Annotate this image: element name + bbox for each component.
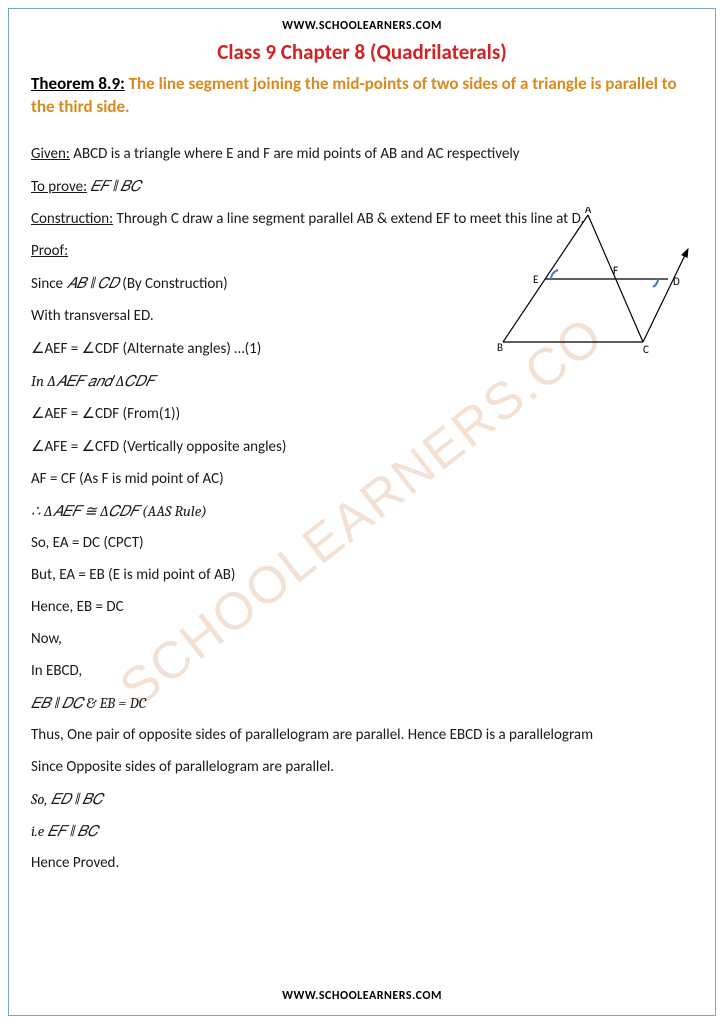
proof-step-2: With transversal ED. <box>31 307 693 325</box>
proof-label-line: Proof: <box>31 242 693 260</box>
proof-text: (By Construction) <box>119 275 228 293</box>
proof-step-1: Since 𝐴𝐵 ∥ 𝐶𝐷 (By Construction) <box>31 274 693 293</box>
header-url: WWW.SCHOOLEARNERS.COM <box>31 19 693 33</box>
toprove-text: 𝐸𝐹 ∥ 𝐵𝐶 <box>87 177 141 195</box>
proof-step-9: So, EA = DC (CPCT) <box>31 534 693 552</box>
proof-step-11: Hence, EB = DC <box>31 598 693 616</box>
proof-text: Since <box>31 275 66 293</box>
proof-step-17: So, 𝐸𝐷 ∥ 𝐵𝐶 <box>31 790 693 808</box>
construction-line: Construction: Through C draw a line segm… <box>31 210 693 228</box>
content-area: Theorem 8.9: The line segment joining th… <box>31 73 693 872</box>
proof-step-4: In ∆𝐴𝐸𝐹 𝑎𝑛𝑑 ∆𝐶𝐷𝐹 <box>31 372 693 390</box>
proof-step-18: i.e 𝐸𝐹 ∥ 𝐵𝐶 <box>31 822 693 840</box>
theorem-statement: Theorem 8.9: The line segment joining th… <box>31 73 693 119</box>
footer-url: WWW.SCHOOLEARNERS.COM <box>9 989 715 1003</box>
theorem-text: The line segment joining the mid-points … <box>31 73 677 117</box>
proof-step-10: But, EA = EB (E is mid point of AB) <box>31 566 693 584</box>
given-line: Given: ABCD is a triangle where E and F … <box>31 145 693 163</box>
theorem-label: Theorem 8.9: <box>31 73 125 94</box>
construction-text: Through C draw a line segment parallel A… <box>113 210 584 228</box>
given-text: ABCD is a triangle where E and F are mid… <box>70 145 520 163</box>
proof-step-7: AF = CF (As F is mid point of AC) <box>31 470 693 488</box>
document-page: WWW.SCHOOLEARNERS.COM Class 9 Chapter 8 … <box>8 8 716 1016</box>
proof-step-16: Since Opposite sides of parallelogram ar… <box>31 758 693 776</box>
proof-step-12: Now, <box>31 630 693 648</box>
proof-step-13: In EBCD, <box>31 662 693 680</box>
chapter-title: Class 9 Chapter 8 (Quadrilaterals) <box>31 39 693 65</box>
proof-step-14: 𝐸𝐵 ∥ 𝐷𝐶 & EB = DC <box>31 694 693 712</box>
construction-label: Construction: <box>31 210 113 228</box>
toprove-line: To prove: 𝐸𝐹 ∥ 𝐵𝐶 <box>31 177 693 196</box>
proof-label: Proof: <box>31 242 68 260</box>
proof-step-6: ∠AFE = ∠CFD (Vertically opposite angles) <box>31 437 693 456</box>
given-label: Given: <box>31 145 70 163</box>
proof-step-15: Thus, One pair of opposite sides of para… <box>31 726 693 744</box>
proof-step-19: Hence Proved. <box>31 854 693 872</box>
proof-math: 𝐴𝐵 ∥ 𝐶𝐷 <box>66 274 118 292</box>
proof-step-8: ∴ ∆𝐴𝐸𝐹 ≅ ∆𝐶𝐷𝐹 (AAS Rule) <box>31 502 693 520</box>
proof-step-5: ∠AEF = ∠CDF (From(1)) <box>31 404 693 423</box>
proof-step-3: ∠AEF = ∠CDF (Alternate angles) …(1) <box>31 339 693 358</box>
toprove-label: To prove: <box>31 178 87 196</box>
